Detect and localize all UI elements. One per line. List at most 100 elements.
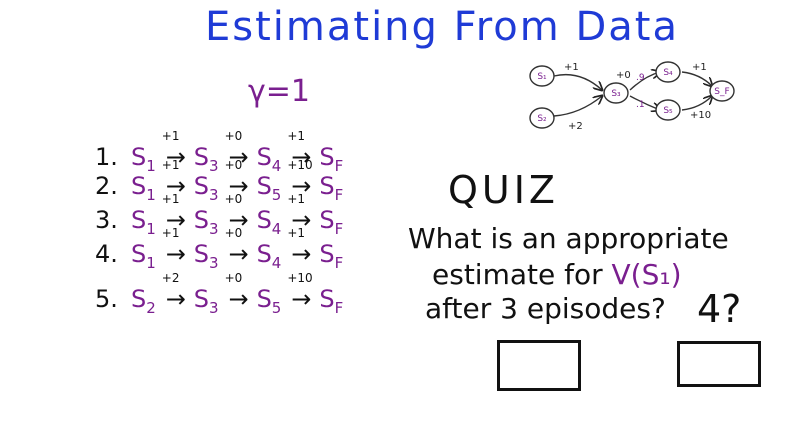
episode-number: 3.: [95, 206, 118, 234]
state-letter: S: [319, 206, 335, 234]
edge-s5-sf: [681, 96, 712, 111]
episode-state: S3: [194, 172, 219, 204]
state-letter: S: [131, 143, 147, 171]
state-index: 3: [209, 219, 219, 238]
transition-reward: +1: [287, 226, 306, 240]
state-index: 3: [209, 185, 219, 204]
episode-row: 3. S1 → +1 S3 → +0 S4 → +1 SF: [95, 192, 345, 238]
state-letter: S: [131, 206, 147, 234]
state-index: 1: [146, 185, 156, 204]
state-index: F: [334, 156, 344, 175]
state-index: 4: [271, 156, 282, 175]
transition-arrow: → +1: [287, 192, 312, 234]
state-index: 3: [209, 298, 219, 317]
state-letter: S: [256, 143, 272, 171]
node-label-s5: S₅: [663, 106, 673, 116]
quiz-guess: 4?: [697, 287, 742, 331]
episode-row: 4. S1 → +1 S3 → +0 S4 → +1 SF: [95, 226, 345, 272]
page-title: Estimating From Data: [205, 4, 679, 50]
episode-state: SF: [319, 285, 343, 317]
state-index: 5: [271, 185, 282, 204]
transition-arrow: → +1: [161, 158, 186, 200]
transition-reward: +1: [161, 129, 180, 143]
transition-arrow: → +1: [161, 226, 186, 268]
edge-s3-s4: [629, 72, 660, 91]
transition-arrow: → +0: [224, 192, 249, 234]
episode-state: S5: [257, 285, 282, 317]
episode-row: 1. S1 → +1 S3 → +0 S4 → +1 SF: [95, 129, 345, 175]
transition-reward: +0: [224, 192, 243, 206]
state-letter: S: [256, 240, 272, 268]
transition-arrow: → +1: [287, 129, 312, 171]
quiz-question-line-2: estimate for V(S₁): [432, 258, 682, 291]
episode-row: 5. S2 → +2 S3 → +0 S5 → +10 SF: [95, 271, 345, 317]
transition-reward: +0: [224, 129, 243, 143]
edge-s2-s3: [553, 96, 602, 117]
state-letter: S: [319, 240, 335, 268]
edge-label-s3-s4: +0: [616, 70, 631, 81]
transition-reward: +2: [161, 271, 180, 285]
edge-label-s1-s3: +1: [564, 62, 579, 73]
state-index: F: [334, 298, 344, 317]
state-index: 1: [146, 156, 156, 175]
node-s2: [529, 107, 555, 129]
episode-number: 1.: [95, 143, 118, 171]
answer-box-1[interactable]: [497, 340, 581, 391]
node-s4: [655, 61, 681, 83]
edge-label-s4-sf: +1: [692, 62, 707, 73]
episode-state: S2: [131, 285, 156, 317]
state-letter: S: [193, 240, 210, 268]
state-letter: S: [131, 240, 147, 268]
transition-reward: +0: [224, 158, 243, 172]
episode-state: S3: [194, 143, 219, 175]
transition-arrow: → +2: [161, 271, 186, 313]
episode-state: SF: [319, 172, 343, 204]
transition-reward: +10: [287, 271, 313, 285]
state-index: 3: [209, 253, 219, 272]
episode-state: S3: [194, 285, 219, 317]
transition-arrow: → +1: [287, 226, 312, 268]
transition-reward: +0: [224, 226, 243, 240]
node-label-s3: S₃: [611, 89, 621, 99]
episode-number: 2.: [95, 172, 118, 200]
episode-row: 2. S1 → +1 S3 → +0 S5 → +10 SF: [95, 158, 345, 204]
transition-reward: +1: [161, 226, 180, 240]
state-index: 3: [209, 156, 219, 175]
state-letter: S: [193, 143, 210, 171]
episode-state: S4: [257, 206, 282, 238]
state-index: 1: [146, 219, 156, 238]
state-letter: S: [193, 206, 210, 234]
episode-state: SF: [319, 143, 343, 175]
transition-arrow: → +0: [224, 129, 249, 171]
transition-arrow: → +0: [224, 158, 249, 200]
edge-s3-s5: [629, 95, 660, 110]
episode-state: S1: [131, 240, 156, 272]
transition-arrow: → +1: [161, 192, 186, 234]
transition-arrow: → +0: [224, 226, 249, 268]
node-label-s4: S₄: [663, 68, 673, 78]
transition-reward: +0: [224, 271, 243, 285]
episode-number: 4.: [95, 240, 118, 268]
state-index: 4: [271, 253, 282, 272]
transition-reward: +1: [161, 158, 180, 172]
transition-arrow: → +1: [161, 129, 186, 171]
state-letter: S: [256, 172, 272, 200]
state-index: F: [334, 253, 344, 272]
transition-reward: +1: [161, 192, 180, 206]
state-letter: S: [319, 172, 335, 200]
state-index: 4: [271, 219, 282, 238]
branch-prob-lower: .1: [636, 100, 645, 110]
edge-s1-s3: [553, 73, 602, 90]
edge-s4-sf: [681, 71, 712, 86]
branch-prob-upper: .9: [636, 73, 645, 83]
state-letter: S: [319, 143, 335, 171]
episode-state: S1: [131, 206, 156, 238]
state-index: 2: [146, 298, 156, 317]
episode-state: SF: [319, 206, 343, 238]
edge-label-s5-sf: +10: [690, 110, 711, 121]
state-transition-diagram: S₁ S₂ S₃ S₄ S₅ S_F +1 +2 +0 +1 +10 .9 .1: [529, 61, 735, 132]
transition-reward: +10: [287, 158, 313, 172]
transition-arrow: → +10: [287, 271, 313, 313]
answer-box-2[interactable]: [677, 341, 761, 387]
edge-label-s2-s3: +2: [568, 121, 583, 132]
